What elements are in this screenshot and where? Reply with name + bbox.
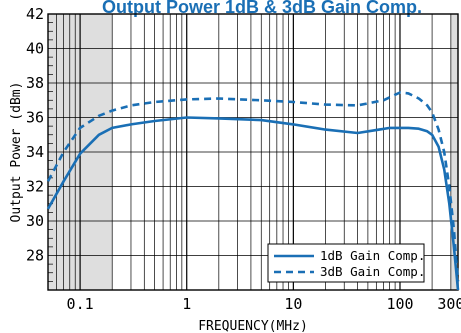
y-tick-label: 34 xyxy=(26,143,44,161)
y-tick-label: 30 xyxy=(26,212,44,230)
x-tick-label: 10 xyxy=(284,295,302,313)
y-tick-label: 32 xyxy=(26,178,44,196)
y-tick-label: 36 xyxy=(26,109,44,127)
y-tick-label: 42 xyxy=(26,5,44,23)
x-tick-label: 300 xyxy=(437,295,461,313)
x-tick-labels: 0.1 1 10 100 300 xyxy=(67,295,461,313)
x-tick-label: 0.1 xyxy=(67,295,94,313)
plot-frame xyxy=(47,13,459,291)
y-tick-label: 28 xyxy=(26,247,44,265)
x-axis-label: FREQUENCY(MHz) xyxy=(198,319,308,333)
series-line-1db xyxy=(46,116,460,291)
series-layer xyxy=(46,91,460,291)
legend: 1dB Gain Comp.3dB Gain Comp. xyxy=(267,243,425,283)
y-tick-label: 40 xyxy=(26,40,44,58)
x-tick-label: 100 xyxy=(386,295,413,313)
y-tick-label: 38 xyxy=(26,74,44,92)
x-tick-label: 1 xyxy=(182,295,191,313)
y-axis-label: Output Power (dBm) xyxy=(9,82,24,223)
legend-label: 3dB Gain Comp. xyxy=(320,264,425,279)
legend-box xyxy=(267,243,425,283)
chart-title: Output Power 1dB & 3dB Gain Comp. xyxy=(102,0,422,17)
y-tick-labels: 28 30 32 34 36 38 40 42 xyxy=(26,5,44,265)
legend-label: 1dB Gain Comp. xyxy=(320,248,425,263)
series-line-3db xyxy=(46,91,460,282)
